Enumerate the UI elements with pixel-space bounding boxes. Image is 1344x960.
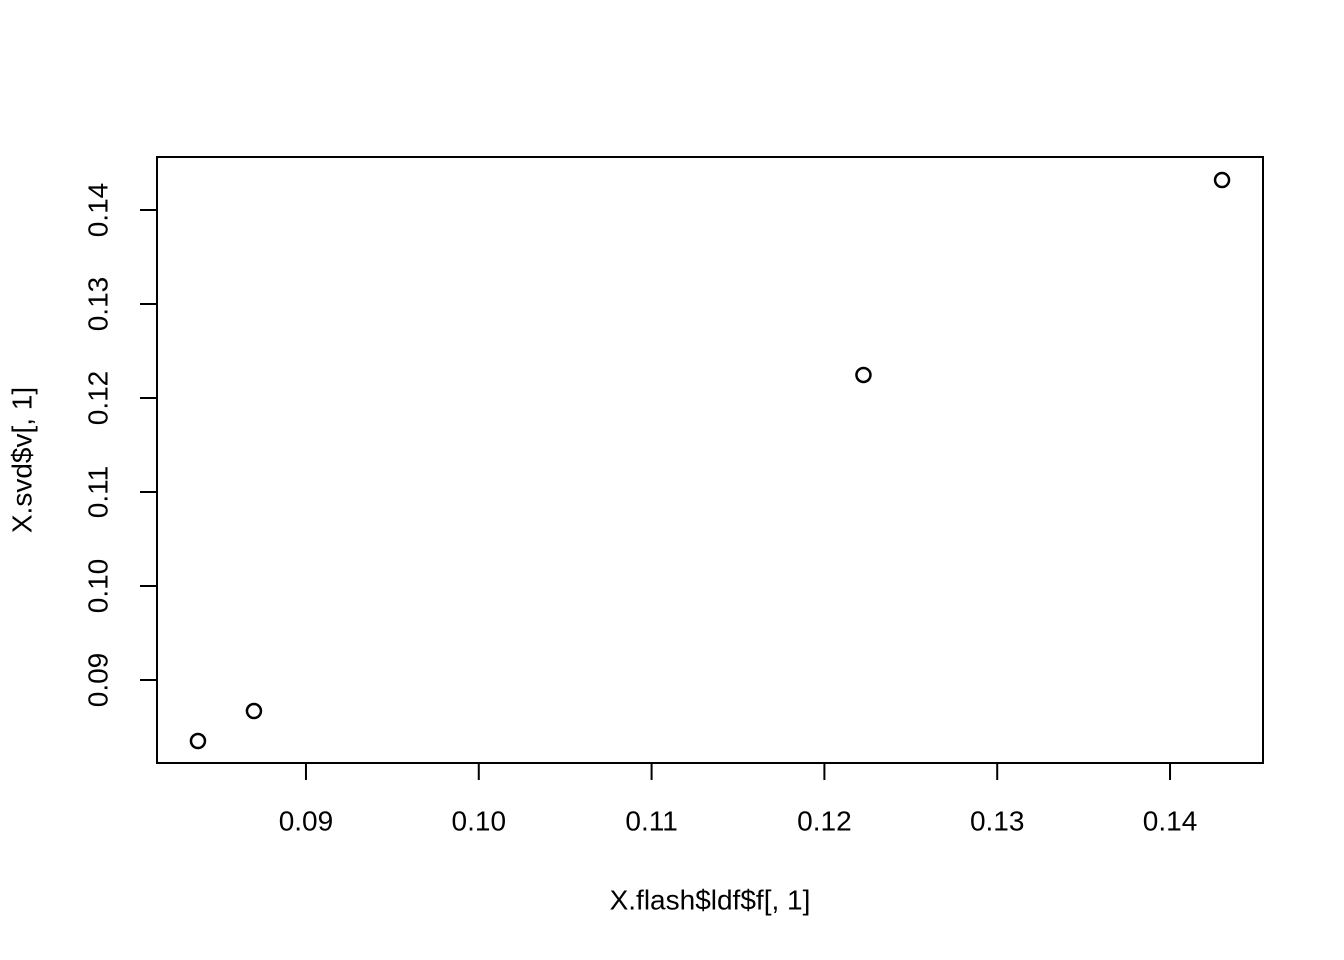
point [189,732,207,750]
x-tick-label: 0.14 [1143,805,1198,836]
x-tick-label: 0.09 [279,805,334,836]
x-tick-label: 0.12 [797,805,852,836]
y-tick-label: 0.14 [82,183,113,238]
point [245,702,263,720]
y-tick-label: 0.12 [82,371,113,426]
x-tick-label: 0.13 [970,805,1025,836]
plot-frame [156,156,1264,764]
y-tick-label: 0.11 [82,466,113,518]
x-axis-label: X.flash$ldf$f[, 1] [610,884,811,915]
x-tick-label: 0.10 [452,805,507,836]
y-tick-label: 0.13 [82,277,113,332]
y-tick-label: 0.10 [82,559,113,614]
point [1213,171,1231,189]
y-tick-label: 0.09 [82,653,113,708]
y-axis-label: X.svd$v[, 1] [6,387,37,533]
x-tick-label: 0.11 [625,805,677,836]
point [855,366,872,384]
